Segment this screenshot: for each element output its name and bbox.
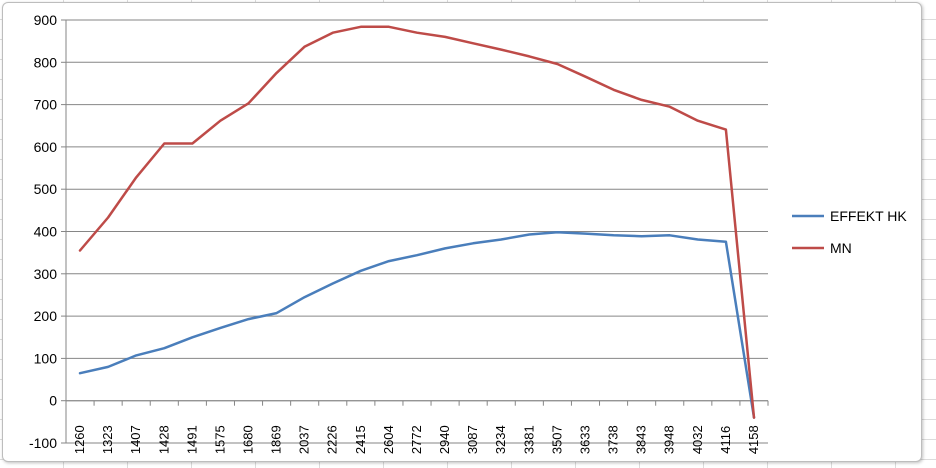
series-line-effekt-hk xyxy=(78,231,756,419)
x-tick-label: 1491 xyxy=(184,425,199,454)
x-tick-label: 3381 xyxy=(521,425,536,454)
x-tick-label: 4116 xyxy=(718,426,733,454)
x-tick-label: 3087 xyxy=(465,425,480,454)
gridlines xyxy=(65,19,768,444)
y-axis-ticks: -100 0 100 200 300 400 500 600 700 800 900 xyxy=(29,12,66,451)
x-tick-label: 1407 xyxy=(128,425,143,454)
x-tick-label: 1680 xyxy=(241,425,256,454)
x-tick-label: 3948 xyxy=(662,425,677,454)
y-tick-label: 800 xyxy=(34,54,58,70)
y-tick-label: 700 xyxy=(34,97,58,113)
x-tick-label: 1575 xyxy=(212,425,227,454)
y-tick-label: 900 xyxy=(34,12,58,28)
y-tick-label: 600 xyxy=(34,139,58,155)
x-tick-label: 3234 xyxy=(493,425,508,454)
x-tick-label: 2226 xyxy=(325,425,340,454)
x-tick-label: 4158 xyxy=(746,425,761,454)
x-tick-label: 3843 xyxy=(634,425,649,454)
y-tick-label: 400 xyxy=(34,224,58,240)
y-tick-label: 200 xyxy=(34,308,58,324)
legend-label: EFFEKT HK xyxy=(830,208,907,224)
y-tick-label: 500 xyxy=(34,181,58,197)
x-tick-label: 1428 xyxy=(156,425,171,454)
x-tick-label: 3738 xyxy=(606,425,621,454)
x-axis-ticks: 1260 1323 1407 1428 1491 1575 1680 1869 2037 2226… xyxy=(65,400,769,454)
x-tick-label: 1260 xyxy=(72,425,87,454)
legend-label: MN xyxy=(830,240,852,256)
x-tick-label: 1323 xyxy=(100,425,115,454)
x-tick-label: 3507 xyxy=(549,425,564,454)
x-tick-label: 2940 xyxy=(437,425,452,454)
x-tick-label: 2415 xyxy=(353,425,368,454)
x-tick-label: 3633 xyxy=(577,425,592,454)
x-tick-label: 1869 xyxy=(269,425,284,454)
y-tick-label: -100 xyxy=(29,435,57,451)
x-tick-label: 2604 xyxy=(381,425,396,454)
x-tick-label: 4032 xyxy=(690,425,705,454)
x-tick-label: 2772 xyxy=(409,425,424,454)
y-tick-label: 300 xyxy=(34,266,58,282)
legend: EFFEKT HK MN xyxy=(792,208,907,256)
y-tick-label: 100 xyxy=(34,350,58,366)
y-tick-label: 0 xyxy=(49,393,57,409)
series-line-mn xyxy=(78,25,756,419)
series-lines xyxy=(78,25,756,419)
x-tick-label: 2037 xyxy=(297,425,312,454)
